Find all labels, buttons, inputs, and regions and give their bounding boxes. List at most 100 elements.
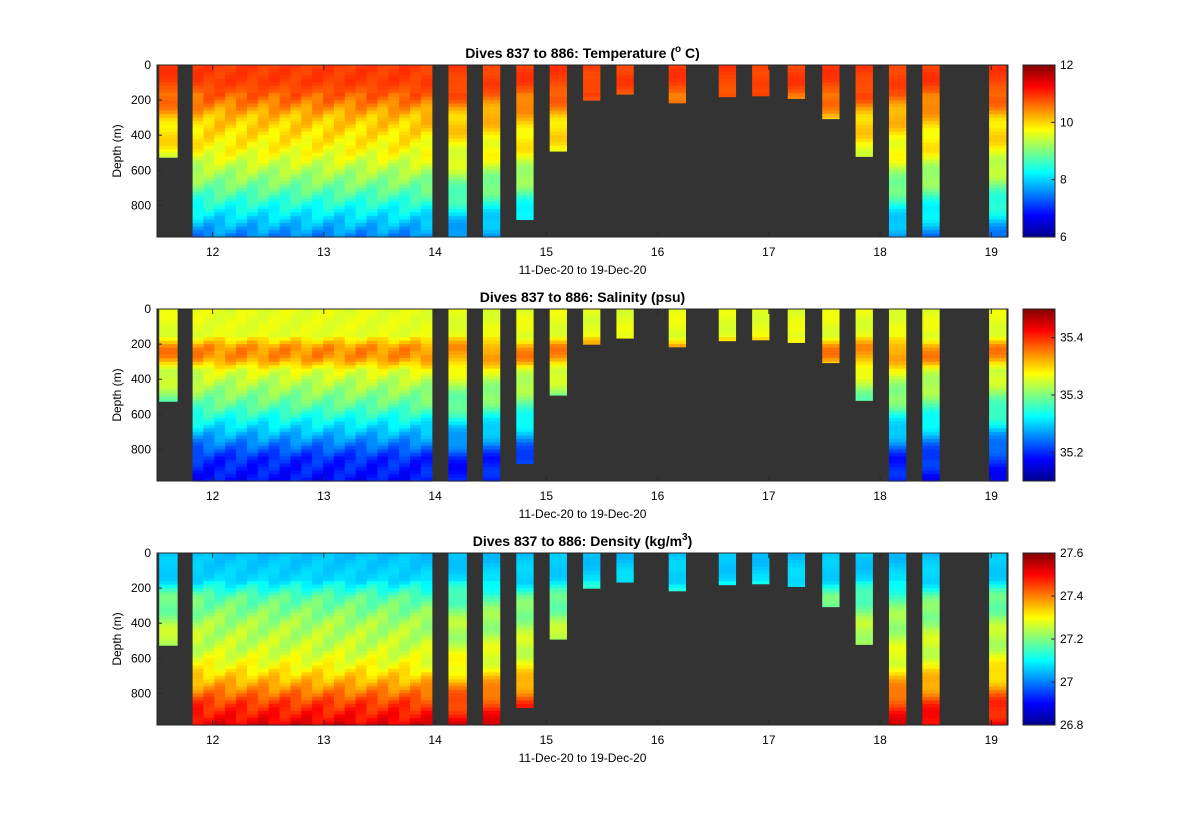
temperature-cell xyxy=(203,180,215,185)
density-cell xyxy=(268,668,281,673)
salinity-cell xyxy=(246,449,259,454)
salinity-cell xyxy=(516,316,534,321)
temperature-cell xyxy=(366,135,379,140)
temperature-cell xyxy=(516,103,534,108)
density-cell xyxy=(355,563,368,568)
density-cell xyxy=(257,675,270,680)
density-cell xyxy=(203,612,215,617)
density-cell xyxy=(922,556,940,561)
temperature-cell xyxy=(333,222,346,228)
density-cell xyxy=(301,675,313,680)
salinity-cell xyxy=(192,386,205,391)
salinity-cell xyxy=(333,337,346,342)
density-cell xyxy=(225,665,237,670)
salinity-cell xyxy=(989,449,1007,454)
density-cell xyxy=(333,651,346,656)
temperature-cell xyxy=(333,184,346,189)
salinity-cell xyxy=(410,449,422,454)
salinity-cell xyxy=(301,375,313,380)
density-cell xyxy=(279,679,292,684)
density-cell xyxy=(377,619,389,624)
salinity-cell xyxy=(410,309,422,314)
temperature-cell xyxy=(159,131,178,136)
temperature-cell xyxy=(159,128,178,133)
density-cell xyxy=(257,619,270,624)
salinity-cell xyxy=(323,333,335,338)
temperature-cell xyxy=(192,89,205,94)
temperature-cell xyxy=(989,114,1007,119)
temperature-cell xyxy=(323,128,335,133)
temperature-cell xyxy=(448,194,467,199)
density-cell xyxy=(549,556,567,561)
salinity-cell xyxy=(399,431,411,436)
density-cell xyxy=(344,577,357,582)
salinity-cell xyxy=(516,319,534,324)
density-cell xyxy=(159,591,178,596)
density-cell xyxy=(989,658,1007,663)
salinity-cell xyxy=(203,358,215,363)
density-cell xyxy=(344,574,357,579)
temperature-cell xyxy=(989,131,1007,136)
temperature-cell xyxy=(203,128,215,133)
density-cell xyxy=(410,644,422,649)
density-cell xyxy=(377,665,389,670)
temperature-cell xyxy=(279,205,292,210)
salinity-cell xyxy=(246,375,259,380)
temperature-cell xyxy=(388,75,400,80)
temperature-cell xyxy=(448,89,467,94)
temperature-cell xyxy=(279,114,292,119)
density-cell xyxy=(246,689,259,695)
density-cell xyxy=(159,560,178,565)
salinity-cell xyxy=(268,323,281,328)
temperature-cell xyxy=(290,219,302,224)
salinity-cell xyxy=(246,442,259,447)
temperature-cell xyxy=(333,100,346,105)
salinity-cell xyxy=(989,456,1007,461)
temperature-cell xyxy=(448,75,467,80)
density-cell xyxy=(366,637,379,642)
temperature-cell xyxy=(855,117,873,122)
density-cell xyxy=(549,563,567,568)
salinity-cell xyxy=(333,316,346,321)
density-cell xyxy=(214,570,226,575)
temperature-cell xyxy=(214,149,226,154)
density-cell xyxy=(312,651,324,656)
salinity-cell xyxy=(279,312,292,317)
temperature-cell xyxy=(323,100,335,105)
salinity-cell xyxy=(482,382,501,387)
temperature-cell xyxy=(225,124,237,129)
temperature-cell xyxy=(236,159,248,164)
temperature-cell xyxy=(214,110,226,115)
salinity-cell xyxy=(410,421,422,426)
salinity-cell xyxy=(399,382,411,387)
density-cell xyxy=(312,609,324,614)
temperature-cell xyxy=(323,191,335,196)
temperature-cell xyxy=(583,65,601,70)
salinity-cell xyxy=(718,316,737,321)
density-cell xyxy=(377,721,389,726)
salinity-cell xyxy=(225,309,237,314)
temperature-cell xyxy=(718,65,737,70)
temperature-cell xyxy=(246,138,259,143)
salinity-cell xyxy=(279,442,292,447)
salinity-cell xyxy=(301,382,313,387)
temperature-cell xyxy=(366,173,379,178)
temperature-cell xyxy=(290,93,302,98)
density-cell xyxy=(290,563,302,568)
temperature-cell xyxy=(922,187,940,192)
density-cell xyxy=(388,595,400,600)
temperature-heatmap-cells xyxy=(159,65,1007,238)
salinity-cell xyxy=(344,421,357,426)
salinity-cell xyxy=(323,382,335,387)
salinity-cell xyxy=(718,337,737,342)
temperature-cell xyxy=(192,79,205,84)
temperature-cell xyxy=(279,191,292,196)
temperature-cell xyxy=(301,177,313,182)
density-cell xyxy=(214,696,226,702)
salinity-x-tick-label: 18 xyxy=(873,489,887,503)
temperature-cell xyxy=(344,89,357,94)
salinity-cell xyxy=(482,424,501,429)
temperature-cell xyxy=(420,149,433,154)
salinity-cell xyxy=(333,442,346,447)
temperature-cell xyxy=(922,205,940,210)
